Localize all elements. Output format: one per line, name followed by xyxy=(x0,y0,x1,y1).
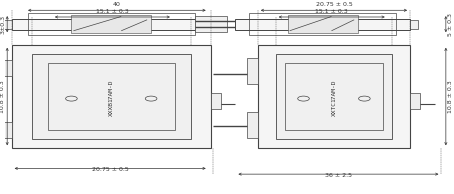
Text: 15.1 ± 0.3: 15.1 ± 0.3 xyxy=(96,9,129,14)
Bar xyxy=(12,45,211,148)
Bar xyxy=(247,58,258,84)
Text: 17AM-D: 17AM-D xyxy=(331,79,336,102)
Text: XXXB: XXXB xyxy=(109,101,114,116)
Bar xyxy=(12,19,211,30)
Bar xyxy=(211,94,221,109)
Bar xyxy=(285,63,383,130)
Bar xyxy=(288,15,358,33)
Bar xyxy=(3,20,12,29)
Text: 20.75 ± 0.5: 20.75 ± 0.5 xyxy=(92,167,128,172)
Bar xyxy=(236,19,410,30)
Bar xyxy=(195,16,227,32)
Bar xyxy=(410,20,418,29)
Bar xyxy=(249,13,396,35)
Bar xyxy=(247,112,258,138)
Text: 5 ± 0.3: 5 ± 0.3 xyxy=(448,13,453,36)
Bar xyxy=(0,122,12,138)
Bar xyxy=(276,54,392,139)
Text: 20.75 ± 0.5: 20.75 ± 0.5 xyxy=(316,2,352,7)
Bar xyxy=(0,60,12,76)
Bar xyxy=(410,94,420,109)
Text: XXTC: XXTC xyxy=(331,101,336,116)
Bar xyxy=(48,63,175,130)
Bar xyxy=(32,54,191,139)
Text: 17AM-D: 17AM-D xyxy=(109,79,114,102)
Bar xyxy=(258,45,410,148)
Bar xyxy=(211,20,219,29)
Text: 15.1 ± 0.3: 15.1 ± 0.3 xyxy=(316,9,348,14)
Text: 36 ± 2.5: 36 ± 2.5 xyxy=(325,173,352,178)
Text: 40: 40 xyxy=(113,2,121,7)
Bar xyxy=(71,15,151,33)
Text: 10.8 ± 0.3: 10.8 ± 0.3 xyxy=(0,80,5,113)
Text: 3±0.3: 3±0.3 xyxy=(0,15,5,34)
Bar xyxy=(28,13,195,35)
Text: 10.8 ± 0.3: 10.8 ± 0.3 xyxy=(448,80,453,113)
